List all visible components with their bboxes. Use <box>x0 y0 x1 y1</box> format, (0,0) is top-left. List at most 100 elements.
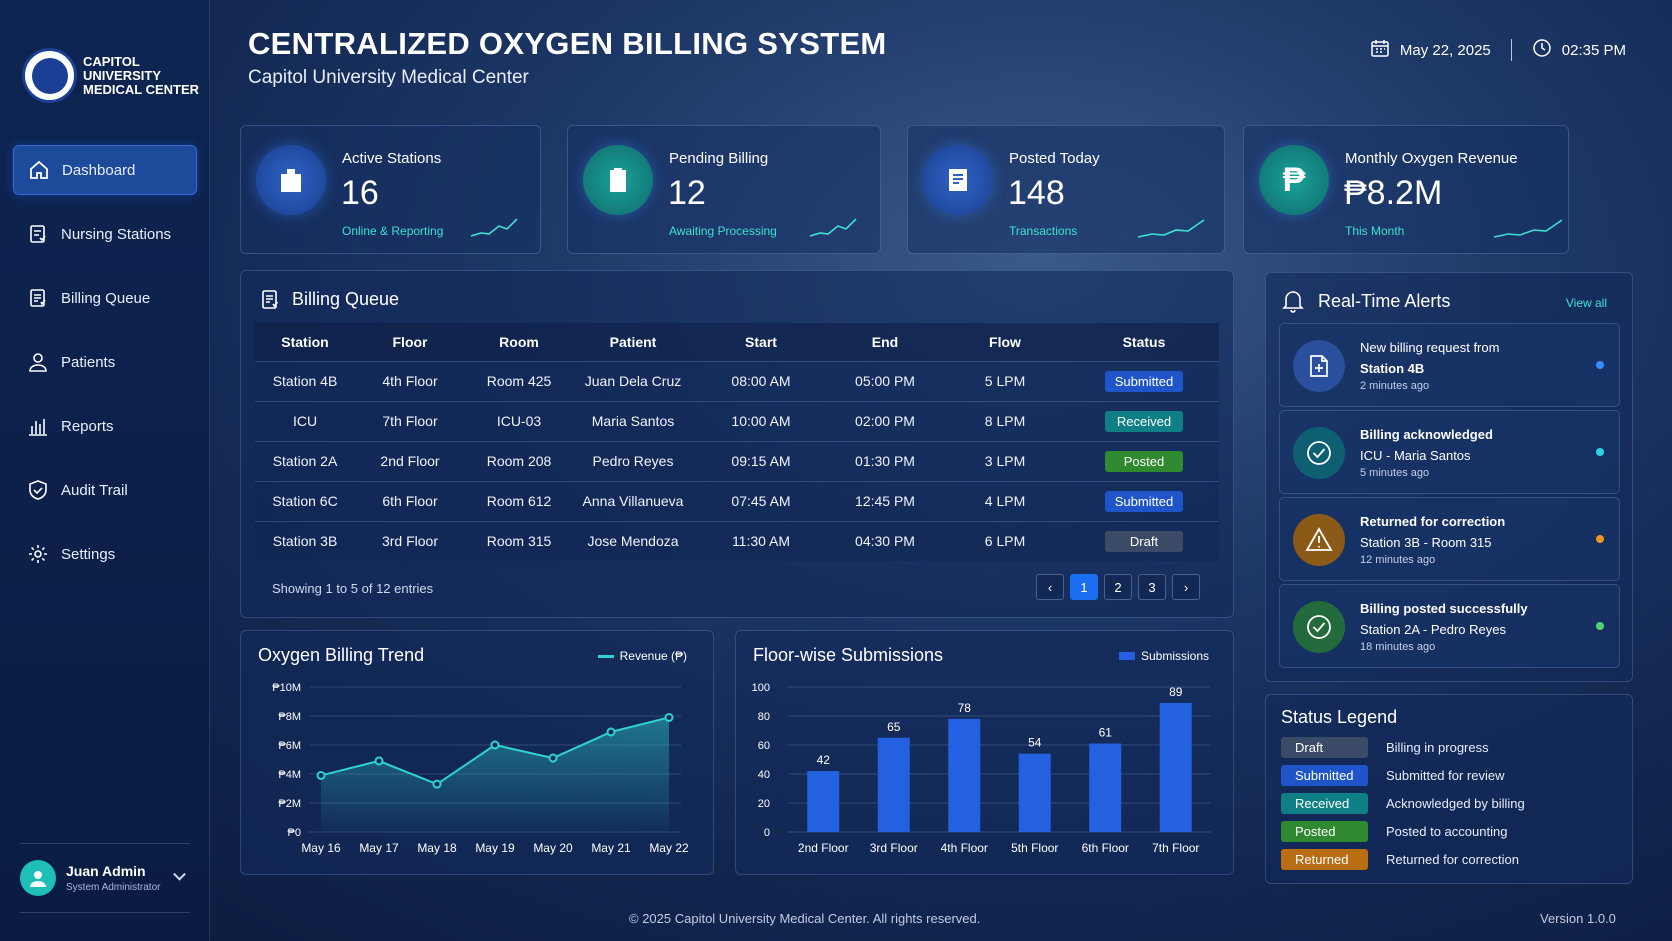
alert-detail: ICU - Maria Santos <box>1360 448 1471 463</box>
alert-title: Billing posted successfully <box>1360 601 1528 616</box>
bar[interactable] <box>948 718 981 832</box>
sidebar-item-billing-queue[interactable]: Billing Queue <box>13 273 197 323</box>
x-tick-label: May 19 <box>475 841 515 855</box>
sidebar-item-settings[interactable]: Settings <box>13 529 197 579</box>
sidebar: CAPITOL UNIVERSITY MEDICAL CENTER Dashbo… <box>0 0 210 941</box>
table-row[interactable]: ICU 7th Floor ICU-03 Maria Santos 10:00 AM 02… <box>255 400 1219 441</box>
alert-item[interactable]: Returned for correction Station 3B - Room… <box>1279 497 1620 581</box>
alert-item[interactable]: Billing acknowledged ICU - Maria Santos 5 … <box>1279 410 1620 494</box>
table-cell: 6 LPM <box>941 520 1069 561</box>
billing-queue-table: Station Floor Room Patient Start End Flo… <box>255 323 1219 561</box>
column-header[interactable]: Start <box>693 323 829 361</box>
table-cell: 7th Floor <box>355 400 465 441</box>
stat-card-monthly-revenue[interactable]: ₱ Monthly Oxygen Revenue ₱8.2M This Mont… <box>1243 125 1569 254</box>
data-point[interactable] <box>664 712 674 722</box>
stat-card-pending-billing[interactable]: Pending Billing 12 Awaiting Processing <box>567 125 881 254</box>
x-tick-label: May 22 <box>649 841 689 855</box>
table-row[interactable]: Station 2A 2nd Floor Room 208 Pedro Reyes 09… <box>255 440 1219 481</box>
data-point[interactable] <box>374 756 384 766</box>
stat-label: Monthly Oxygen Revenue <box>1345 150 1518 167</box>
table-cell: 4 LPM <box>941 480 1069 521</box>
table-row[interactable]: Station 3B 3rd Floor Room 315 Jose Mendoza 1… <box>255 520 1219 561</box>
stat-card-active-stations[interactable]: Active Stations 16 Online & Reporting <box>240 125 541 254</box>
x-tick-label: 4th Floor <box>941 841 988 855</box>
table-row[interactable]: Station 6C 6th Floor Room 612 Anna Villanue… <box>255 480 1219 521</box>
page-button[interactable]: 1 <box>1070 574 1098 600</box>
table-cell: Submitted <box>1069 360 1219 401</box>
table-cell: 08:00 AM <box>693 360 829 401</box>
bar[interactable] <box>1159 702 1192 832</box>
alert-item[interactable]: New billing request from Station 4B 2 minu… <box>1279 323 1620 407</box>
user-menu[interactable]: Juan Admin System Administrator <box>20 843 190 913</box>
page-button[interactable]: 3 <box>1138 574 1166 600</box>
bar[interactable] <box>1018 753 1051 832</box>
alert-detail: Station 3B - Room 315 <box>1360 535 1492 550</box>
legend-swatch <box>597 654 614 658</box>
table-cell: 01:30 PM <box>829 440 941 481</box>
y-tick-label: ₱8M <box>278 711 301 723</box>
chevron-down-icon[interactable] <box>173 867 186 881</box>
chart-title: Oxygen Billing Trend <box>258 645 425 665</box>
sidebar-item-nursing-stations[interactable]: Nursing Stations <box>13 209 197 259</box>
table-cell: Jose Mendoza <box>573 520 693 561</box>
line-chart: ₱0 ₱2M ₱4M ₱6M ₱8M ₱10M May 16 May 17 May 18 May … <box>272 682 689 855</box>
oxygen-billing-trend-panel: Oxygen Billing Trend Revenue (₱) ₱0 ₱2M ₱4… <box>240 630 714 875</box>
sidebar-item-audit-trail[interactable]: Audit Trail <box>13 465 197 515</box>
floor-submissions-panel: Floor-wise Submissions Submissions 0 20 40… <box>735 630 1234 875</box>
stat-label: Posted Today <box>1009 150 1100 167</box>
column-header[interactable]: Patient <box>573 323 693 361</box>
pagination-info: Showing 1 to 5 of 12 entries <box>272 581 434 596</box>
data-point[interactable] <box>316 770 326 780</box>
column-header[interactable]: Room <box>465 323 573 361</box>
sidebar-item-patients[interactable]: Patients <box>13 337 197 387</box>
table-cell: Draft <box>1069 520 1219 561</box>
bar[interactable] <box>807 771 840 832</box>
bar[interactable] <box>1089 743 1122 832</box>
table-cell: 10:00 AM <box>693 400 829 441</box>
table-cell: Room 425 <box>465 360 573 401</box>
legend-row: Returned Returned for correction <box>1281 849 1519 870</box>
status-badge: Returned <box>1281 849 1368 870</box>
column-header[interactable]: Floor <box>355 323 465 361</box>
data-label: 65 <box>887 720 901 734</box>
column-header[interactable]: End <box>829 323 941 361</box>
data-label: 78 <box>958 701 972 715</box>
panel-title: Real-Time Alerts <box>1318 291 1451 311</box>
page-title: CENTRALIZED OXYGEN BILLING SYSTEM <box>248 26 887 61</box>
view-all-link[interactable]: View all <box>1565 296 1607 310</box>
brand-name: CAPITOL UNIVERSITY MEDICAL CENTER <box>83 54 199 97</box>
alert-detail: Station 2A - Pedro Reyes <box>1360 622 1506 637</box>
sidebar-item-label: Billing Queue <box>61 289 151 307</box>
x-tick-label: May 16 <box>301 841 341 855</box>
stat-card-posted-today[interactable]: Posted Today 148 Transactions <box>907 125 1225 254</box>
table-cell: ICU-03 <box>465 400 573 441</box>
x-tick-label: May 20 <box>533 841 573 855</box>
column-header[interactable]: Flow <box>941 323 1069 361</box>
sidebar-item-dashboard[interactable]: Dashboard <box>13 145 197 195</box>
stat-subtext: Transactions <box>1009 224 1078 238</box>
data-point[interactable] <box>432 779 442 789</box>
prev-page-button[interactable]: ‹ <box>1036 574 1064 600</box>
data-point[interactable] <box>490 740 500 750</box>
calendar-icon <box>1370 38 1390 62</box>
column-header[interactable]: Status <box>1069 323 1219 361</box>
data-point[interactable] <box>548 753 558 763</box>
table-cell: 8 LPM <box>941 400 1069 441</box>
table-row[interactable]: Station 4B 4th Floor Room 425 Juan Dela Cru… <box>255 360 1219 401</box>
area-fill <box>321 717 669 832</box>
y-tick-label: 60 <box>758 740 770 752</box>
next-page-button[interactable]: › <box>1172 574 1200 600</box>
sparkline <box>1493 219 1563 238</box>
table-cell: Received <box>1069 400 1219 441</box>
divider <box>1510 39 1512 61</box>
alert-item[interactable]: Billing posted successfully Station 2A - … <box>1279 584 1620 668</box>
sparkline <box>1137 219 1205 238</box>
sidebar-item-label: Reports <box>61 417 114 435</box>
column-header[interactable]: Station <box>255 323 355 361</box>
status-badge: Draft <box>1281 737 1368 758</box>
data-point[interactable] <box>606 727 616 737</box>
bar[interactable] <box>877 737 910 832</box>
x-tick-label: May 18 <box>417 841 457 855</box>
sidebar-item-reports[interactable]: Reports <box>13 401 197 451</box>
page-button[interactable]: 2 <box>1104 574 1132 600</box>
